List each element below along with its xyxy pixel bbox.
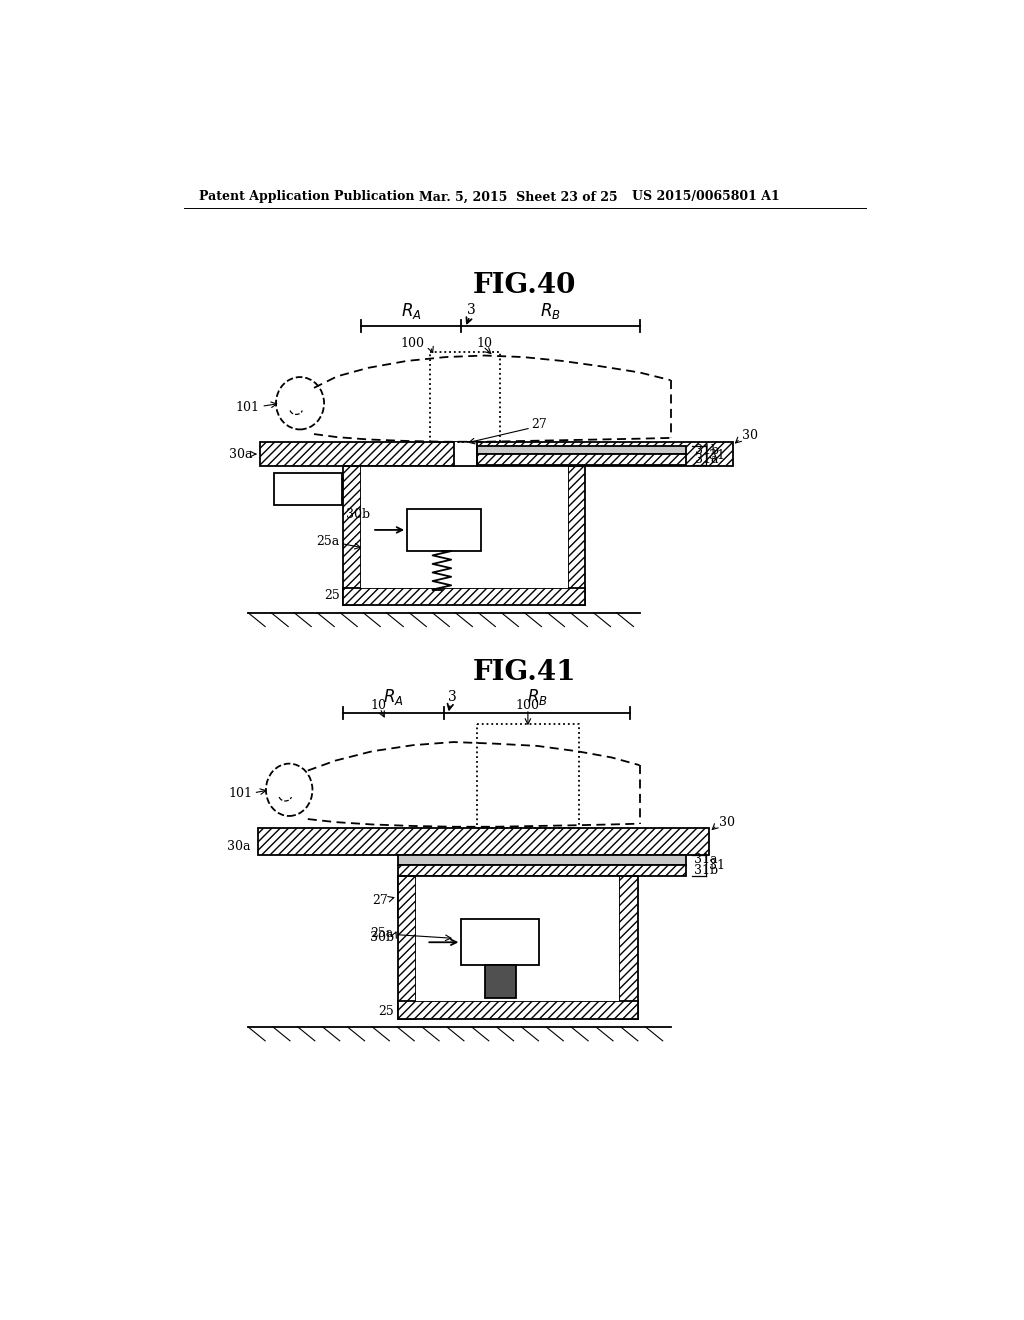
Bar — [620, 876, 638, 1019]
Text: 101: 101 — [236, 400, 260, 413]
Text: 27: 27 — [373, 894, 388, 907]
Bar — [407, 508, 480, 552]
Text: 31: 31 — [710, 859, 725, 873]
Bar — [273, 473, 342, 506]
Bar — [454, 442, 477, 466]
Bar — [417, 876, 620, 1001]
Text: 10: 10 — [371, 698, 386, 711]
Text: 31a: 31a — [695, 453, 719, 466]
Text: FIG.41: FIG.41 — [473, 659, 577, 686]
Text: 3: 3 — [467, 304, 476, 317]
Text: 31b: 31b — [695, 444, 720, 457]
Text: $R_B$: $R_B$ — [540, 301, 561, 321]
Text: 30a: 30a — [227, 840, 251, 853]
Text: 30a: 30a — [228, 447, 252, 461]
Bar — [397, 1001, 638, 1019]
Text: FIG.40: FIG.40 — [473, 272, 577, 298]
Text: 27: 27 — [531, 418, 547, 432]
Bar — [360, 466, 568, 589]
Text: 100: 100 — [516, 698, 540, 711]
Bar — [397, 876, 444, 917]
Bar — [397, 876, 417, 1019]
Text: 30b: 30b — [346, 508, 370, 520]
Text: 30b: 30b — [370, 931, 394, 944]
Bar — [397, 866, 686, 876]
Text: 25a: 25a — [371, 927, 394, 940]
Bar — [258, 829, 710, 855]
Text: $R_B$: $R_B$ — [526, 688, 548, 708]
Text: Patent Application Publication: Patent Application Publication — [200, 190, 415, 203]
Text: 101: 101 — [228, 787, 252, 800]
Bar — [343, 466, 360, 605]
Text: 25: 25 — [378, 1005, 394, 1018]
Text: 30: 30 — [719, 816, 734, 829]
Text: 25: 25 — [324, 589, 340, 602]
Bar — [397, 855, 686, 866]
Text: $R_A$: $R_A$ — [383, 688, 404, 708]
Text: 31a: 31a — [693, 853, 717, 866]
Text: $R_A$: $R_A$ — [400, 301, 421, 321]
Bar — [477, 454, 686, 465]
Text: 10: 10 — [477, 337, 493, 350]
Text: US 2015/0065801 A1: US 2015/0065801 A1 — [632, 190, 779, 203]
Bar — [568, 466, 586, 605]
Text: Mar. 5, 2015  Sheet 23 of 25: Mar. 5, 2015 Sheet 23 of 25 — [419, 190, 617, 203]
Text: 25a: 25a — [316, 536, 340, 548]
Text: 31b: 31b — [693, 865, 718, 878]
Text: 31: 31 — [710, 449, 725, 462]
Text: 30: 30 — [741, 429, 758, 442]
Bar — [484, 965, 515, 998]
Bar — [477, 446, 686, 454]
Bar — [343, 589, 586, 605]
Bar — [260, 442, 732, 466]
Text: 3: 3 — [447, 690, 457, 705]
Text: 100: 100 — [400, 337, 424, 350]
Bar — [461, 919, 539, 965]
